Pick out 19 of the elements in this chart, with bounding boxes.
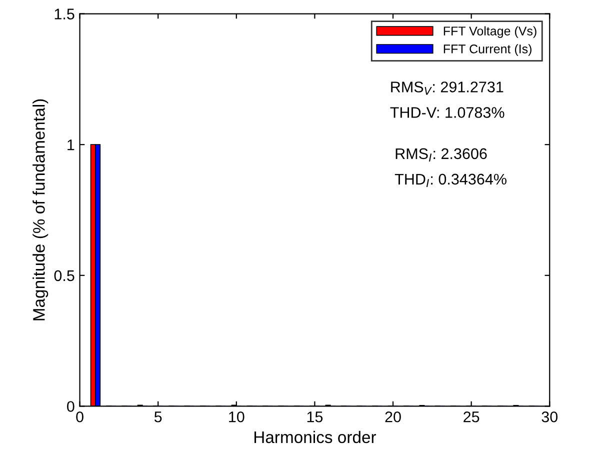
y-tick-label: 0.5 bbox=[54, 270, 74, 282]
y-tick-label: 1 bbox=[68, 140, 74, 150]
x-tick-label: 30 bbox=[542, 411, 558, 422]
legend-label: FFT Current (Is) bbox=[444, 44, 532, 56]
y-tick-label: 0 bbox=[67, 401, 74, 412]
legend-label: FFT Voltage (Vs) bbox=[444, 26, 536, 38]
x-tick-label: 5 bbox=[154, 412, 162, 422]
x-tick-label: 10 bbox=[229, 411, 244, 422]
x-tick-label: 0 bbox=[76, 411, 84, 422]
x-axis-title: Harmonics order bbox=[254, 430, 376, 444]
annotation: RMS$_{I}$: 2.3606 bbox=[396, 148, 487, 162]
x-tick-label: 20 bbox=[385, 411, 401, 422]
x-tick-label: 15 bbox=[307, 412, 323, 422]
annotation: RMS$_{V}$: 291.2731 bbox=[391, 82, 504, 95]
y-tick-label: 1.5 bbox=[54, 8, 74, 20]
x-tick-label: 25 bbox=[464, 411, 480, 422]
y-axis-title: Magnitude (% of fundamental) bbox=[32, 99, 48, 320]
annotation: THD$_{I}$: 0.34364% bbox=[394, 174, 506, 187]
annotation: THD-V: 1.0783% bbox=[390, 107, 504, 118]
